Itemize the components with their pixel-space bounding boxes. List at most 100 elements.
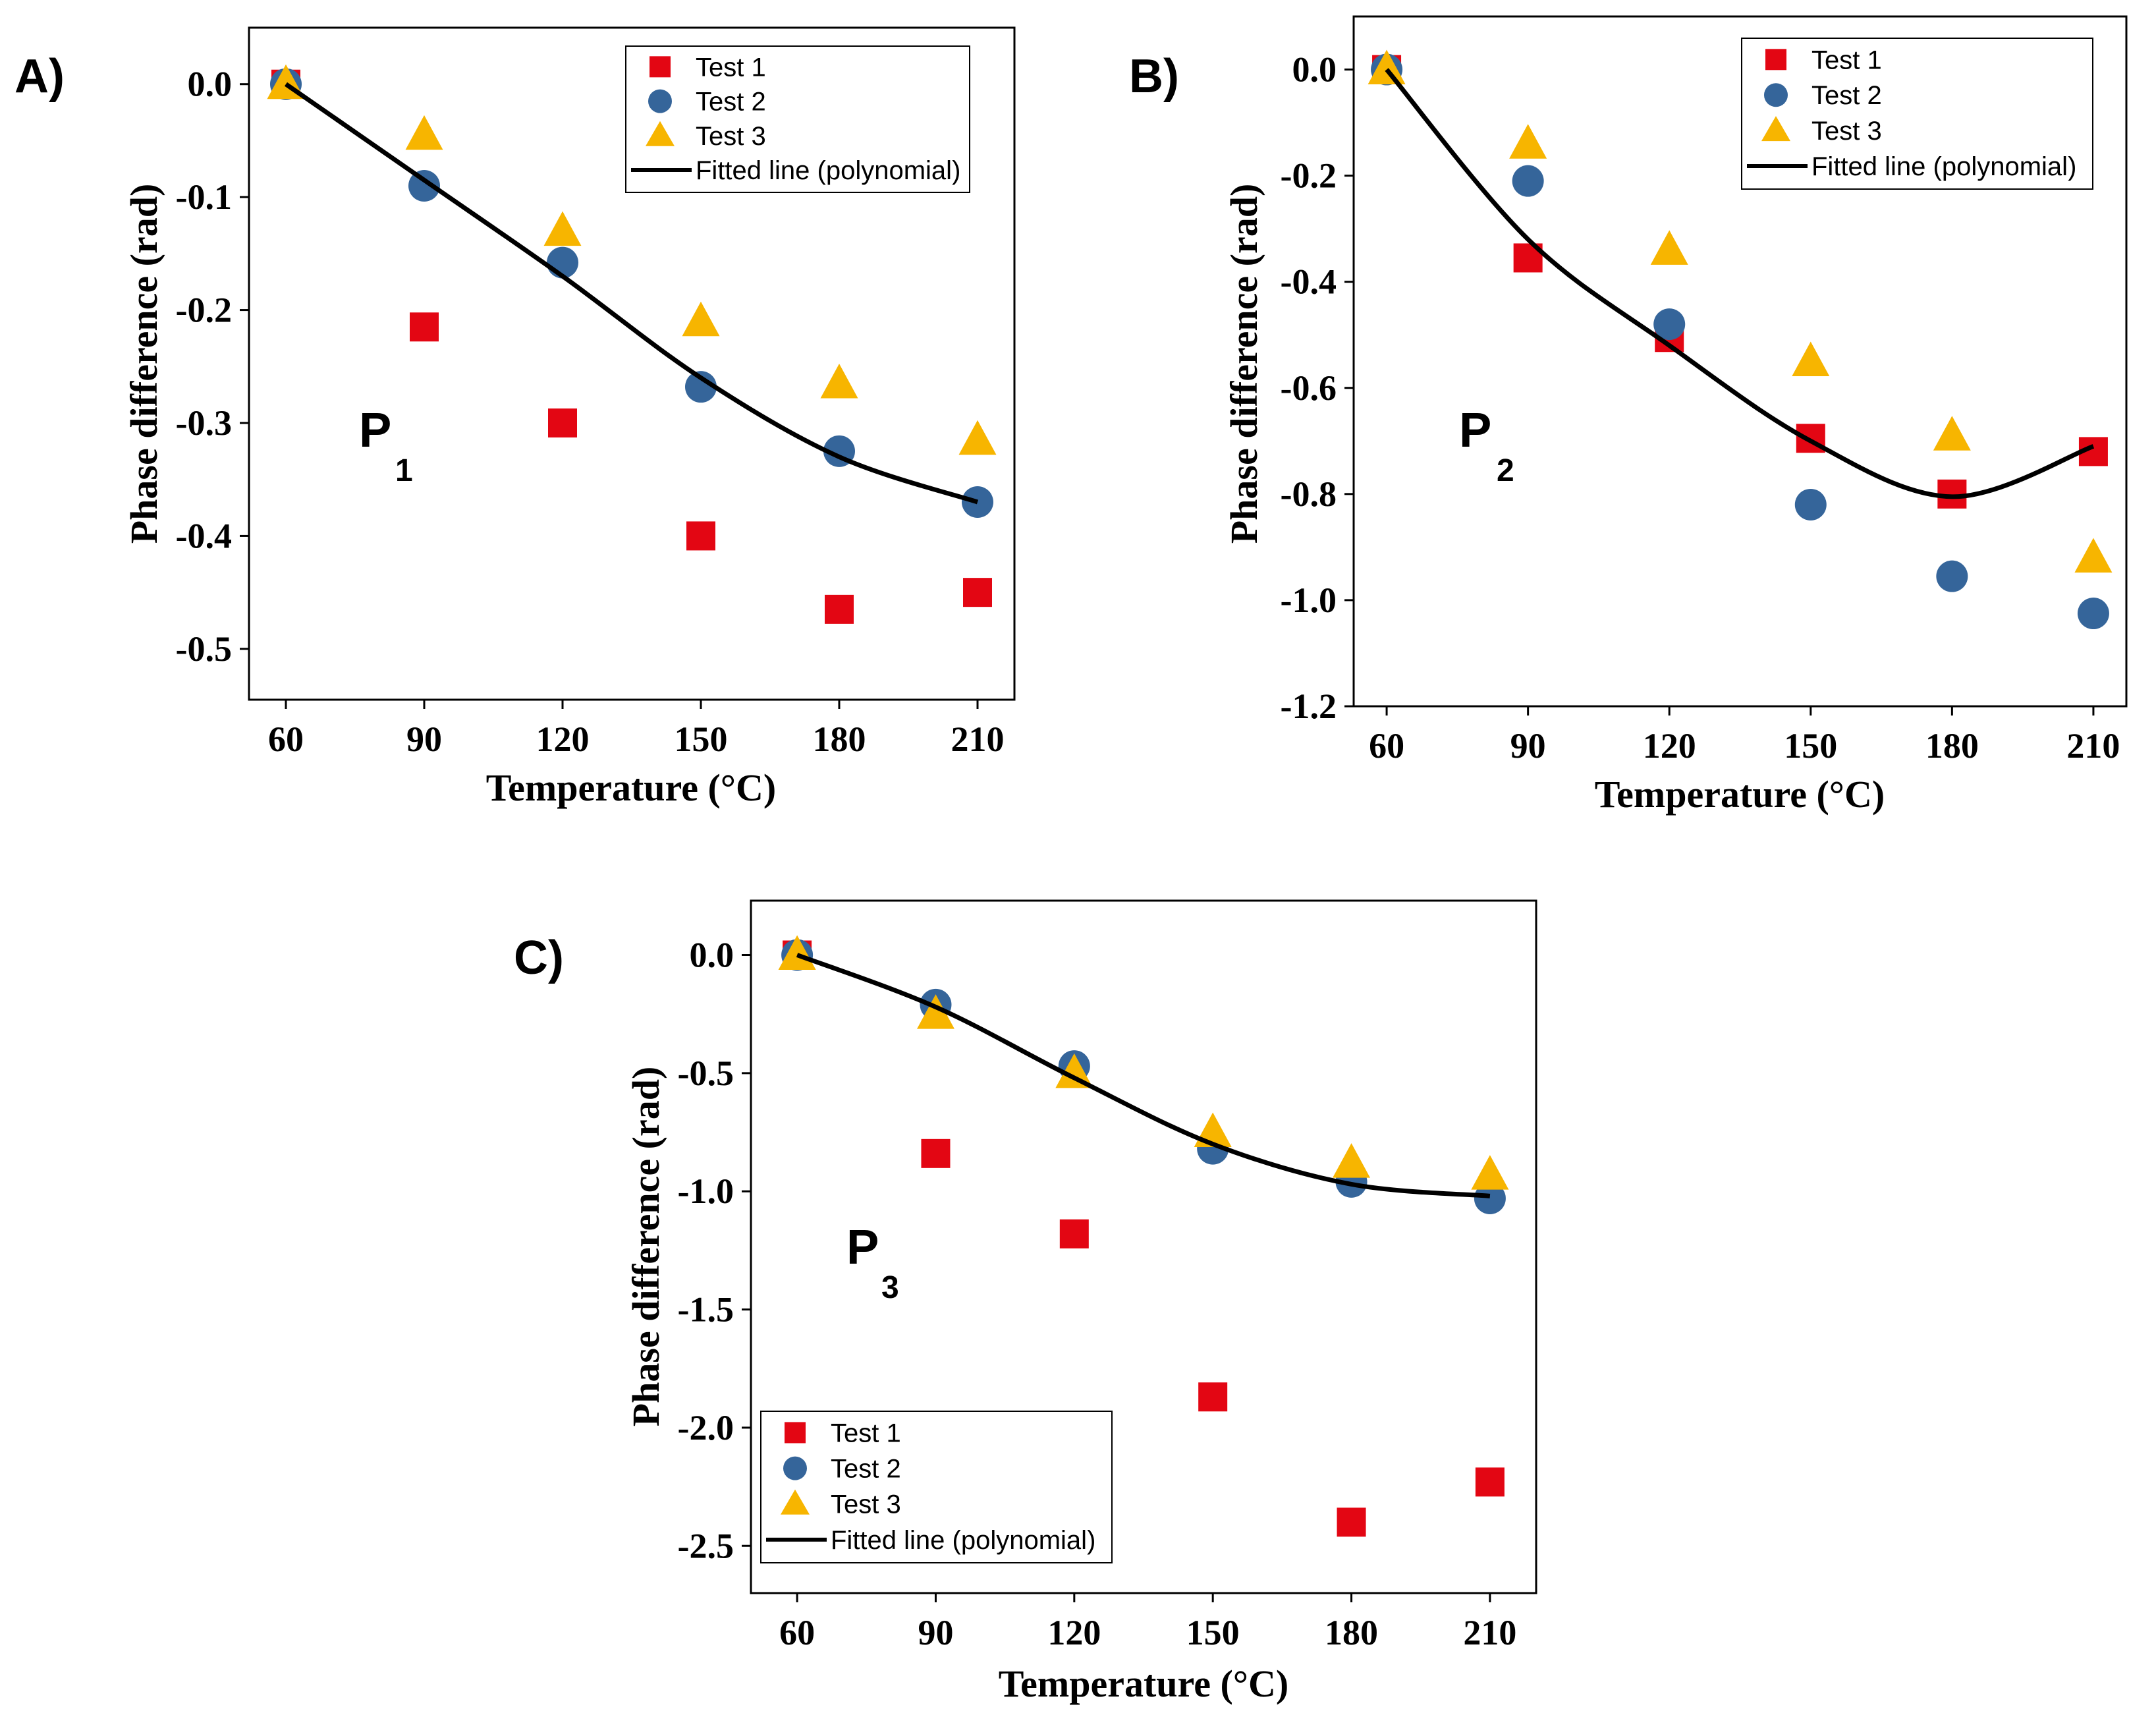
fitted-line [1385, 68, 2095, 499]
legend-test1-swatch [1765, 49, 1786, 70]
legend: Test 1 Test 2 Test 3 Fitted line (polynomia… [625, 45, 970, 193]
test2-point [1653, 308, 1686, 341]
legend-label: Fitted line (polynomial) [696, 156, 960, 185]
legend-label: Test 1 [696, 53, 766, 82]
test1-point [686, 521, 715, 551]
plot-frame [750, 899, 1537, 1594]
x-tick-label: 120 [1643, 726, 1696, 766]
y-axis-title: Phase difference (rad) [624, 1067, 667, 1427]
y-tick-label: -0.8 [1281, 474, 1337, 514]
test1-point [1198, 1382, 1228, 1412]
test3-point [1792, 341, 1830, 376]
test3-point [1368, 49, 1406, 85]
x-tick-label: 60 [779, 1613, 815, 1652]
y-tick-label: 0.0 [188, 65, 233, 104]
y-tick-label: -0.4 [1281, 262, 1337, 302]
test2-point [2077, 598, 2109, 630]
y-axis-title: Phase difference (rad) [123, 184, 165, 544]
x-tick-label: 210 [1463, 1613, 1516, 1652]
test3-point [682, 301, 720, 337]
legend-label: Test 3 [696, 122, 766, 151]
y-tick-label: -0.5 [678, 1053, 734, 1093]
legend-label: Test 2 [831, 1455, 901, 1484]
test1-point [410, 312, 439, 342]
test3-point [916, 994, 954, 1029]
y-tick-label: 0.0 [1292, 50, 1337, 90]
y-tick-label: -1.2 [1281, 687, 1337, 726]
x-tick-label: 150 [675, 719, 728, 759]
legend-label: Fitted line (polynomial) [1811, 152, 2076, 181]
x-tick-label: 150 [1186, 1613, 1240, 1652]
panel-label: A) [14, 50, 65, 103]
y-tick-label: 0.0 [690, 936, 734, 975]
legend-label: Fitted line (polynomial) [831, 1526, 1095, 1555]
legend-label: Test 2 [696, 88, 766, 117]
x-tick-label: 210 [951, 719, 1005, 759]
p-annotation-subscript: 1 [395, 453, 413, 488]
legend-test2-swatch [648, 89, 672, 113]
legend: Test 1 Test 2 Test 3 Fitted line (polynomia… [1741, 38, 2093, 190]
x-tick-label: 210 [2066, 726, 2120, 766]
legend-test3-swatch [646, 121, 675, 146]
y-axis-title: Phase difference (rad) [1223, 184, 1265, 544]
test1-point [1475, 1467, 1505, 1497]
y-tick-label: -0.6 [1281, 368, 1337, 408]
panel-c: C) 0.0 -0.5 -1.0 -1.5 -2.0 -2.5 60 90 120 150 180 21… [514, 899, 1537, 1705]
legend-label: Test 2 [1811, 81, 1882, 110]
p-annotation: P [846, 1220, 879, 1274]
panel-a: A) 0.0 -0.1 -0.2 -0.3 -0.4 -0.5 60 90 120 150 180 21… [14, 26, 1016, 809]
fitted-line [796, 953, 1491, 1198]
y-tick-label: -0.3 [176, 403, 232, 443]
test2-point [1512, 165, 1544, 197]
test2-point [1936, 560, 1968, 592]
x-axis-title: Temperature (°C) [486, 766, 776, 809]
test2-point [1794, 488, 1827, 520]
test2-point [685, 371, 717, 403]
legend-test1-swatch [785, 1422, 806, 1444]
test3-point [820, 364, 858, 399]
x-axis-title: Temperature (°C) [1595, 773, 1885, 816]
x-tick-label: 90 [406, 719, 442, 759]
legend-label: Test 3 [1811, 117, 1882, 146]
test2-point [1474, 1182, 1506, 1214]
legend-label: Test 1 [831, 1418, 901, 1447]
fitted-line [285, 82, 979, 505]
x-axis-title: Temperature (°C) [999, 1662, 1288, 1705]
test2-point [408, 170, 440, 202]
y-tick-label: -2.0 [678, 1408, 734, 1447]
legend-test2-swatch [1764, 83, 1788, 107]
y-tick-label: -1.0 [1281, 580, 1337, 620]
test3-point [1650, 230, 1688, 265]
y-tick-label: -0.5 [176, 629, 232, 669]
test1-point [963, 578, 992, 607]
test3-point [1333, 1143, 1371, 1178]
test3-point [958, 420, 997, 455]
test3-point [778, 935, 816, 970]
p-annotation: P [359, 403, 391, 457]
plot-frame [248, 26, 1016, 701]
x-tick-label: 60 [1369, 726, 1404, 766]
p-annotation-subscript: 3 [881, 1270, 899, 1305]
y-tick-label: -1.5 [678, 1290, 734, 1330]
legend-test3-swatch [781, 1489, 810, 1515]
x-tick-label: 150 [1784, 726, 1837, 766]
panel-b: B) 0.0 -0.2 -0.4 -0.6 -0.8 -1.0 -1.2 60 90 120 150 1… [1129, 15, 2128, 816]
y-tick-label: -1.0 [678, 1171, 734, 1211]
test1-point [548, 408, 577, 437]
legend-test1-swatch [650, 56, 671, 78]
test3-point [2074, 538, 2113, 573]
y-tick-label: -2.5 [678, 1526, 734, 1565]
legend-box [625, 45, 970, 193]
legend: Test 1 Test 2 Test 3 Fitted line (polynomia… [760, 1411, 1113, 1563]
x-tick-label: 90 [1510, 726, 1546, 766]
y-tick-label: -0.1 [176, 177, 232, 217]
test3-point [1509, 124, 1547, 159]
legend-test3-swatch [1761, 116, 1790, 142]
p-annotation: P [1459, 403, 1491, 457]
x-tick-label: 60 [268, 719, 304, 759]
y-tick-label: -0.2 [176, 291, 232, 330]
legend-box [760, 1411, 1113, 1563]
test1-point [1337, 1507, 1366, 1537]
panel-label: B) [1129, 50, 1179, 103]
